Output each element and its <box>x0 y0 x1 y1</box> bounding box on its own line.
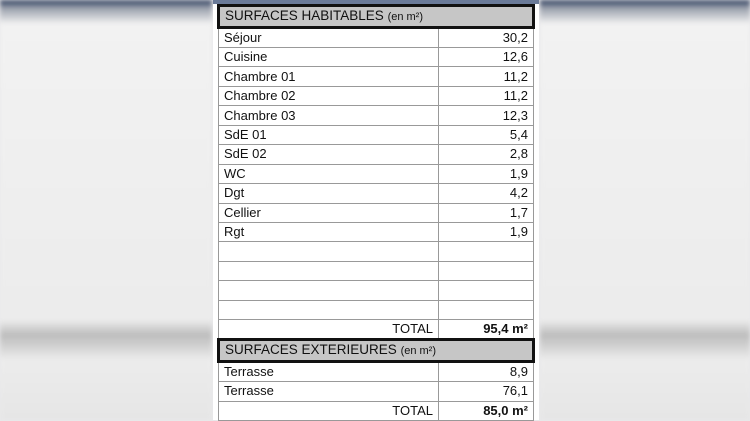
table-row <box>218 280 534 301</box>
room-area: 1,7 <box>438 202 534 223</box>
empty-cell <box>438 280 534 301</box>
unit-label: (en m²) <box>387 11 424 23</box>
total-value: 95,4 m² <box>438 319 534 341</box>
table-row: WC 1,9 <box>218 163 534 185</box>
table-row: SdE 01 5,4 <box>218 124 534 146</box>
table-row <box>218 260 534 282</box>
unit-label: (en m²) <box>400 345 437 358</box>
room-label: SdE 01 <box>218 124 439 146</box>
empty-cell <box>218 280 439 301</box>
table-row: Séjour 30,2 <box>218 27 534 48</box>
room-area: 4,2 <box>438 183 534 204</box>
blurred-left-background <box>0 0 212 420</box>
room-area: 1,9 <box>438 163 534 185</box>
room-label: SdE 02 <box>218 144 439 165</box>
empty-cell <box>438 260 534 282</box>
empty-cell <box>218 299 439 321</box>
total-row: TOTAL 85,0 m² <box>218 400 534 421</box>
table-row: Cuisine 12,6 <box>218 46 534 68</box>
surface-table: SURFACES HABITABLES (en m²) Séjour 30,2 Cui… <box>217 4 535 421</box>
room-area: 2,8 <box>438 144 534 165</box>
room-area: 8,9 <box>438 361 534 383</box>
room-label: Rgt <box>218 221 439 243</box>
room-label: Chambre 03 <box>218 105 439 126</box>
section-header: SURFACES HABITABLES (en m²) <box>217 4 535 29</box>
section-header: SURFACES EXTERIEURES (en m²) <box>217 338 535 364</box>
blurred-right-background <box>540 0 750 420</box>
room-label: Dgt <box>218 183 439 204</box>
room-area: 5,4 <box>438 124 534 146</box>
empty-cell <box>438 299 534 321</box>
section-title: SURFACES HABITABLES (en m²) <box>217 4 535 29</box>
room-label: Cellier <box>218 202 439 223</box>
table-row: Chambre 03 12,3 <box>218 105 534 126</box>
surface-table-document: SURFACES HABITABLES (en m²) Séjour 30,2 Cui… <box>213 0 539 421</box>
table-row: Terrasse 8,9 <box>218 361 534 383</box>
room-area: 12,6 <box>438 46 534 68</box>
table-row: Rgt 1,9 <box>218 221 534 243</box>
room-area: 11,2 <box>438 66 534 87</box>
room-label: Chambre 02 <box>218 85 439 107</box>
total-row: TOTAL 95,4 m² <box>218 319 534 341</box>
table-row <box>218 241 534 262</box>
room-label: Cuisine <box>218 46 439 68</box>
room-area: 1,9 <box>438 221 534 243</box>
room-label: Séjour <box>218 27 439 48</box>
total-value: 85,0 m² <box>438 400 534 421</box>
empty-cell <box>218 260 439 282</box>
table-row: Dgt 4,2 <box>218 183 534 204</box>
section-title: SURFACES EXTERIEURES (en m²) <box>217 338 535 364</box>
section-title-text: SURFACES EXTERIEURES <box>225 342 397 358</box>
table-row <box>218 299 534 321</box>
room-label: Terrasse <box>218 361 439 383</box>
room-label: WC <box>218 163 439 185</box>
empty-cell <box>218 241 439 262</box>
total-label: TOTAL <box>218 319 439 341</box>
table-row: SdE 02 2,8 <box>218 144 534 165</box>
room-area: 30,2 <box>438 27 534 48</box>
table-row: Terrasse 76,1 <box>218 381 534 402</box>
table-row: Chambre 02 11,2 <box>218 85 534 107</box>
room-label: Terrasse <box>218 381 439 402</box>
table-row: Chambre 01 11,2 <box>218 66 534 87</box>
total-label: TOTAL <box>218 400 439 421</box>
table-row: Cellier 1,7 <box>218 202 534 223</box>
room-area: 11,2 <box>438 85 534 107</box>
room-label: Chambre 01 <box>218 66 439 87</box>
top-bar <box>213 0 539 4</box>
section-title-text: SURFACES HABITABLES <box>225 8 384 23</box>
room-area: 12,3 <box>438 105 534 126</box>
room-area: 76,1 <box>438 381 534 402</box>
empty-cell <box>438 241 534 262</box>
